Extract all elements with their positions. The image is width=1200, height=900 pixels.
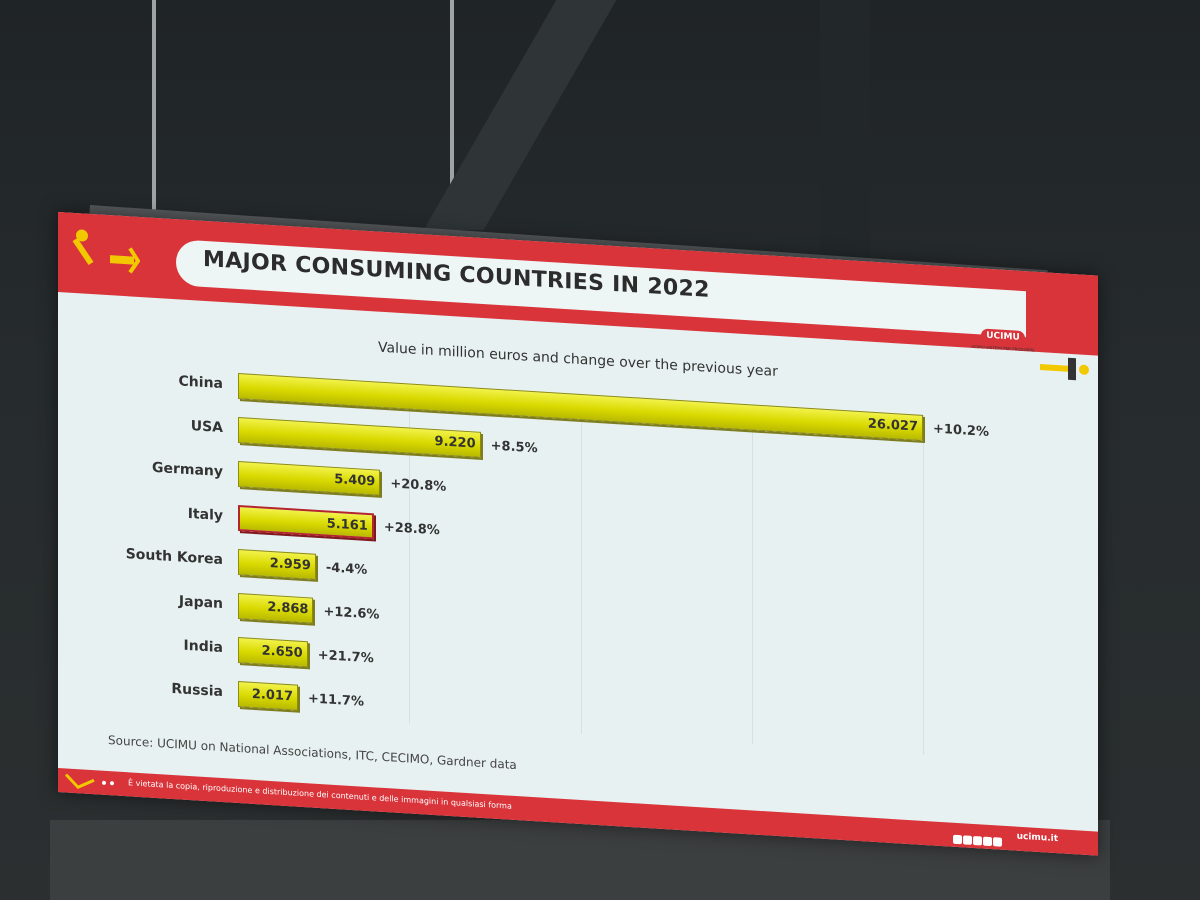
gripper-icon xyxy=(1040,357,1089,381)
bar-russia: 2.017 xyxy=(238,681,298,711)
category-label: China xyxy=(178,373,223,393)
bar-value-label: 5.161 xyxy=(326,516,368,534)
footer-robot-icon xyxy=(64,773,114,790)
change-label: +8.5% xyxy=(490,438,538,457)
change-label: -4.4% xyxy=(325,560,368,578)
change-label: +10.2% xyxy=(933,421,989,440)
bar-value-label: 2.868 xyxy=(267,599,309,618)
bar-value-label: 2.650 xyxy=(261,643,303,661)
bar-value-label: 26.027 xyxy=(867,416,918,435)
bar-value-label: 2.017 xyxy=(251,686,293,705)
logo-tagline: UCIMU-SISTEMI PER PRODURRE xyxy=(971,343,1035,353)
gridline xyxy=(751,404,753,745)
bar-value-label: 5.409 xyxy=(334,471,376,490)
youtube-icon xyxy=(993,837,1002,847)
category-label: India xyxy=(183,637,223,657)
copyright-notice: È vietata la copia, riproduzione e distr… xyxy=(128,778,512,811)
logo-badge: UCIMU xyxy=(981,328,1025,346)
bar-value-label: 9.220 xyxy=(434,434,476,452)
chart-subtitle: Value in million euros and change over t… xyxy=(378,339,778,381)
bar-south-korea: 2.959 xyxy=(238,549,316,580)
linkedin-icon xyxy=(973,835,982,846)
twitter-icon xyxy=(963,835,972,845)
category-label: Italy xyxy=(187,505,223,525)
change-label: +20.8% xyxy=(390,476,447,495)
change-label: +11.7% xyxy=(308,691,364,710)
change-label: +28.8% xyxy=(383,519,440,539)
ucimu-logo: UCIMU UCIMU-SISTEMI PER PRODURRE xyxy=(968,322,1038,366)
bar-usa: 9.220 xyxy=(238,417,481,458)
instagram-icon xyxy=(983,836,992,847)
ceiling-beam-left xyxy=(152,0,156,210)
category-label: South Korea xyxy=(125,546,223,569)
bar-italy: 5.161 xyxy=(238,505,374,540)
ceiling-beam-right xyxy=(450,0,454,215)
change-label: +12.6% xyxy=(323,604,380,623)
change-label: +21.7% xyxy=(317,647,374,667)
category-label: USA xyxy=(190,418,223,437)
social-icons xyxy=(952,829,1002,851)
source-note: Source: UCIMU on National Associations, … xyxy=(108,733,517,773)
footer-website: ucimu.it xyxy=(1016,831,1058,845)
facebook-icon xyxy=(953,834,962,845)
category-label: Japan xyxy=(178,593,223,613)
bar-germany: 5.409 xyxy=(238,461,381,496)
gridline xyxy=(580,393,582,735)
gridline xyxy=(923,414,924,755)
robot-arm-icon xyxy=(72,229,140,274)
bar-chart: China 26.027 +10.2% USA 9.220 +8.5% Germany 5.4… xyxy=(126,373,989,755)
category-label: Russia xyxy=(171,680,223,701)
slide-footer-band: È vietata la copia, riproduzione e distr… xyxy=(58,768,1098,856)
bar-india: 2.650 xyxy=(238,637,308,668)
bar-value-label: 2.959 xyxy=(269,555,311,574)
ceiling-pillar xyxy=(820,0,870,270)
presentation-slide: MAJOR CONSUMING COUNTRIES IN 2022 UCIMU … xyxy=(58,212,1098,856)
category-label: Germany xyxy=(151,459,223,481)
bar-japan: 2.868 xyxy=(238,593,314,624)
